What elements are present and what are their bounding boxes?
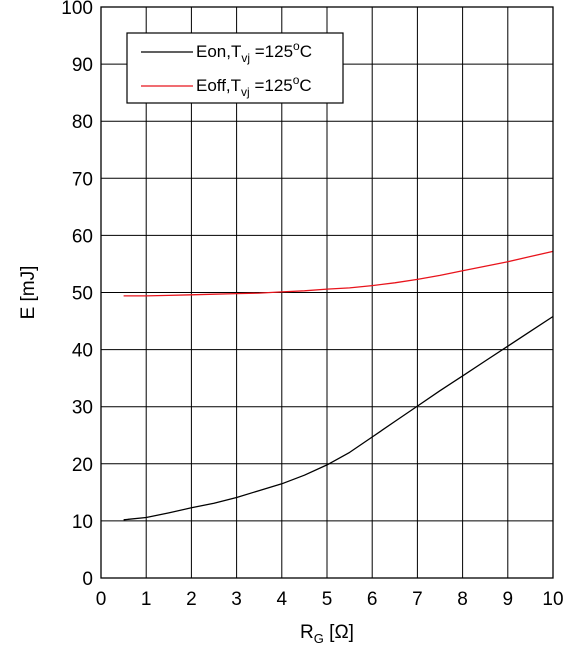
x-axis-label-sub: G (314, 631, 324, 646)
legend-eon-sup: o (293, 39, 300, 53)
y-tick-label: 50 (72, 284, 93, 305)
x-tick-label: 10 (542, 589, 563, 610)
y-tick-label: 40 (72, 341, 93, 362)
x-tick-label: 0 (96, 589, 107, 610)
legend-eon-sub: vj (241, 51, 250, 65)
y-tick-label: 0 (82, 569, 93, 590)
legend-eoff-post: C (299, 76, 311, 95)
y-tick-label: 80 (72, 112, 93, 133)
x-tick-label: 9 (503, 589, 514, 610)
x-axis-label-main: R (300, 622, 314, 643)
x-tick-label: 2 (186, 589, 197, 610)
x-tick-label: 5 (322, 589, 333, 610)
y-tick-label: 30 (72, 398, 93, 419)
y-tick-label: 60 (72, 226, 93, 247)
x-axis-label-unit: [Ω] (324, 622, 354, 643)
x-tick-label: 8 (457, 589, 468, 610)
y-tick-label: 70 (72, 169, 93, 190)
x-axis-label: RG [Ω] (300, 622, 354, 646)
y-axis-label: E [mJ] (18, 266, 39, 320)
y-tick-label: 20 (72, 455, 93, 476)
legend: Eon,Tvj =125oC Eoff,Tvj =125oC (126, 32, 344, 104)
legend-box (126, 32, 344, 104)
x-tick-label: 6 (367, 589, 378, 610)
y-tick-label: 100 (61, 0, 93, 19)
x-tick-label: 3 (231, 589, 242, 610)
y-tick-label: 10 (72, 512, 93, 533)
legend-eon-pre: Eon,T (196, 42, 241, 61)
legend-eoff-sub: vj (241, 85, 250, 99)
x-tick-label: 1 (141, 589, 152, 610)
plot-frame (100, 6, 554, 579)
legend-eoff-pre: Eoff,T (196, 76, 241, 95)
legend-eoff-mid: =125 (250, 76, 293, 95)
legend-label-eon: Eon,Tvj =125oC (196, 39, 312, 65)
x-tick-label: 7 (412, 589, 423, 610)
legend-label-eoff: Eoff,Tvj =125oC (196, 73, 312, 99)
series-line-eoff (123, 250, 554, 297)
legend-eon-mid: =125 (250, 42, 293, 61)
x-tick-label: 4 (277, 589, 288, 610)
series-line-eon (123, 315, 554, 521)
y-tick-label: 90 (72, 55, 93, 76)
series-layer (123, 250, 554, 521)
legend-eon-post: C (300, 42, 312, 61)
legend-eoff-sup: o (293, 73, 300, 87)
